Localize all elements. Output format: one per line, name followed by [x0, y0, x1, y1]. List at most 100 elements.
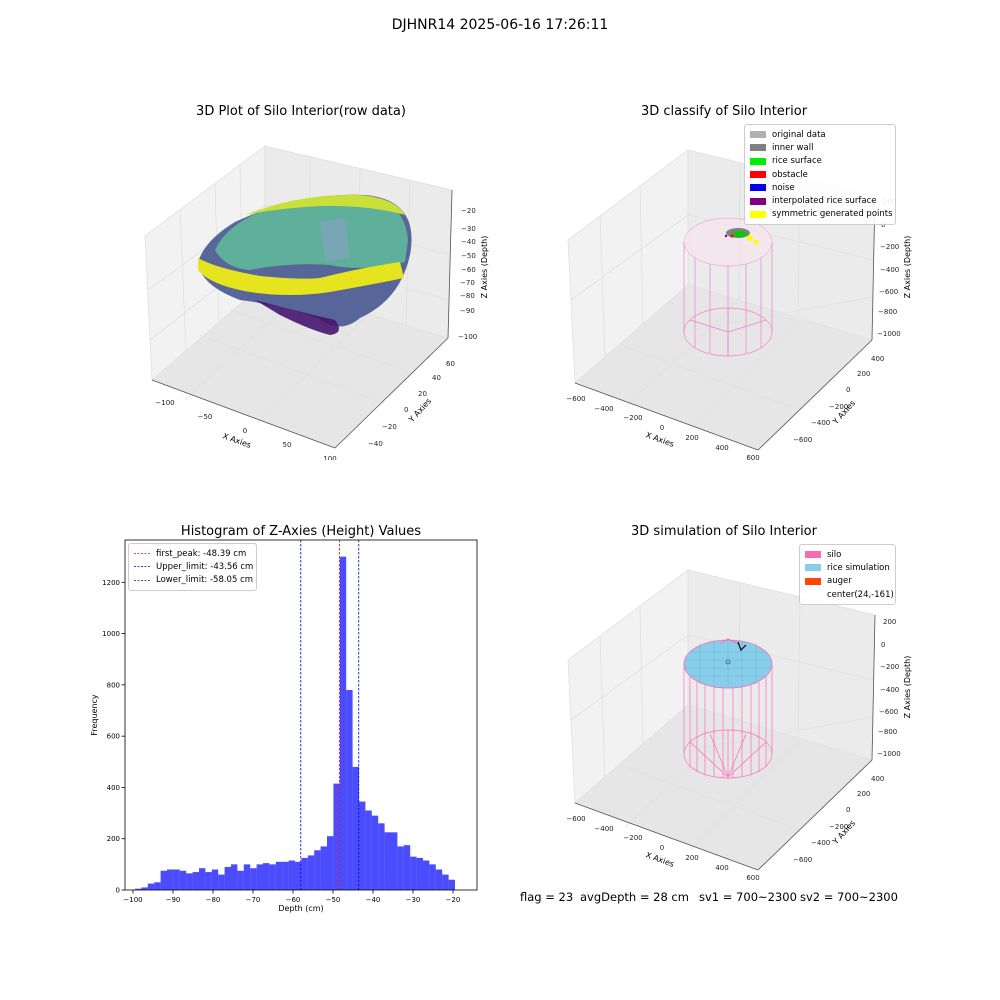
simulation-z-label: Z Axies (Depth)	[903, 656, 912, 719]
histogram-xtick-label: −70	[246, 896, 261, 904]
legend-label: center(24,-161)	[827, 589, 894, 600]
simulation-ytick: −600	[793, 856, 812, 864]
legend-item: original data	[750, 128, 890, 141]
histogram-bar	[352, 766, 359, 890]
histogram-y-label: Frequency	[90, 694, 99, 736]
histogram-ytick-label: 0	[116, 887, 120, 895]
histogram-bar	[301, 857, 308, 890]
histogram-bar	[192, 872, 199, 890]
simulation-ytick: −200	[829, 823, 848, 831]
legend-swatch	[805, 577, 821, 585]
histogram-bars	[135, 556, 455, 890]
legend-label: interpolated rice surface	[772, 196, 877, 207]
legend-label: inner wall	[772, 142, 814, 153]
histogram-bar	[224, 866, 231, 890]
raw-ztick: −90	[460, 307, 475, 315]
simulation-rice-mesh	[686, 640, 770, 688]
classify-x-ticks: −600 −400 −200 0 200 400 600	[566, 395, 759, 462]
histogram-bar	[384, 832, 391, 890]
simulation-ztick: −800	[878, 728, 897, 736]
simulation-3d-panes	[567, 569, 876, 871]
simulation-ztick: −1000	[877, 750, 901, 758]
histogram-bar	[307, 855, 315, 890]
raw-ytick: 40	[432, 374, 441, 382]
legend-item: interpolated rice surface	[750, 194, 890, 207]
histogram-bar	[442, 874, 449, 890]
legend-swatch	[805, 564, 821, 572]
histogram-axes-frame	[124, 539, 478, 891]
raw-ztick: −30	[461, 225, 476, 233]
classify-xtick: 0	[660, 424, 664, 432]
raw-ztick: −50	[461, 252, 476, 260]
legend-label: Lower_limit: -58.05 cm	[156, 575, 254, 586]
histogram-bar	[135, 888, 142, 890]
classify-xtick: −400	[594, 405, 613, 413]
raw-z-ticks: −20 −30 −40 −50 −60 −70 −80 −90 −100	[458, 207, 477, 341]
legend-label: first_peak: -48.39 cm	[156, 548, 247, 559]
histogram-ytick-label: 800	[107, 681, 120, 689]
raw-y-label: Y Axies	[406, 397, 433, 425]
legend-item: symmetric generated points	[750, 208, 893, 221]
histogram-bar	[410, 856, 417, 890]
classify-ytick: 0	[846, 386, 850, 394]
legend-label: noise	[772, 182, 795, 193]
simulation-xtick: 200	[685, 854, 698, 862]
histogram-bar	[295, 861, 302, 890]
simulation-ytick: 200	[857, 790, 870, 798]
raw-y-ticks: −40 −20 0 20 40 60	[368, 360, 455, 448]
histogram-bar	[403, 845, 411, 890]
simulation-center-marker	[725, 659, 731, 665]
histogram-bar	[256, 864, 263, 890]
histogram-xtick-label: −90	[166, 896, 181, 904]
legend-item: Upper_limit: -43.56 cm	[134, 560, 253, 573]
raw-z-label: Z Axies (Depth)	[480, 236, 489, 299]
legend-swatch	[750, 157, 766, 165]
classify-xtick: 200	[685, 434, 698, 442]
legend-item: obstacle	[750, 168, 890, 181]
raw-ytick: 20	[418, 390, 427, 398]
histogram-reference-lines	[300, 540, 360, 890]
avg-depth-text: avgDepth = 28 cm	[580, 890, 689, 904]
classify-x-label: X Axies	[644, 430, 675, 449]
simulation-legend: silo rice simulation auger center(24,-16…	[799, 544, 896, 606]
histogram-bar	[154, 882, 161, 890]
simulation-ztick: −400	[880, 686, 899, 694]
histogram-x-ticks: −100 −90 −80 −70 −60 −50 −40 −30 −20	[123, 890, 460, 904]
classify-z-label: Z Axies (Depth)	[903, 236, 912, 299]
simulation-xtick: 600	[746, 874, 759, 882]
raw-plot-title: 3D Plot of Silo Interior(row data)	[196, 104, 406, 119]
classify-ztick: −1000	[877, 330, 901, 338]
histogram-bar	[423, 860, 430, 890]
histogram-bar	[205, 872, 212, 890]
simulation-ytick: 400	[871, 775, 884, 783]
histogram-bar	[391, 832, 398, 890]
histogram-bar	[282, 861, 289, 890]
histogram-bar	[339, 556, 347, 890]
classify-legend: original data inner wall rice surface ob…	[744, 124, 896, 226]
histogram-xtick-label: −100	[123, 896, 142, 904]
simulation-ytick: −400	[811, 839, 830, 847]
raw-cloud-wall	[215, 195, 408, 270]
histogram-bar	[250, 868, 257, 890]
raw-xtick: −50	[198, 413, 213, 421]
classify-plot-title: 3D classify of Silo Interior	[640, 104, 808, 119]
legend-swatch	[805, 591, 821, 598]
raw-cloud-top	[245, 194, 405, 215]
histogram-bar	[243, 864, 251, 890]
classify-ytick: −600	[793, 436, 812, 444]
legend-line-swatch	[134, 566, 150, 568]
simulation-xtick: 400	[715, 864, 728, 872]
legend-line-swatch	[134, 553, 150, 555]
simulation-xtick: 0	[660, 844, 664, 852]
legend-swatch	[750, 144, 766, 152]
raw-ytick: −20	[382, 423, 397, 431]
histogram-bar	[186, 873, 193, 890]
legend-item: Lower_limit: -58.05 cm	[134, 574, 254, 587]
legend-item: rice surface	[750, 155, 890, 168]
legend-label: auger	[827, 576, 852, 587]
raw-3d-axes	[151, 189, 453, 449]
histogram-xtick-label: −30	[406, 896, 421, 904]
classify-xtick: 400	[715, 444, 728, 452]
histogram-bar	[327, 836, 334, 890]
histogram-xtick-label: −80	[206, 896, 221, 904]
